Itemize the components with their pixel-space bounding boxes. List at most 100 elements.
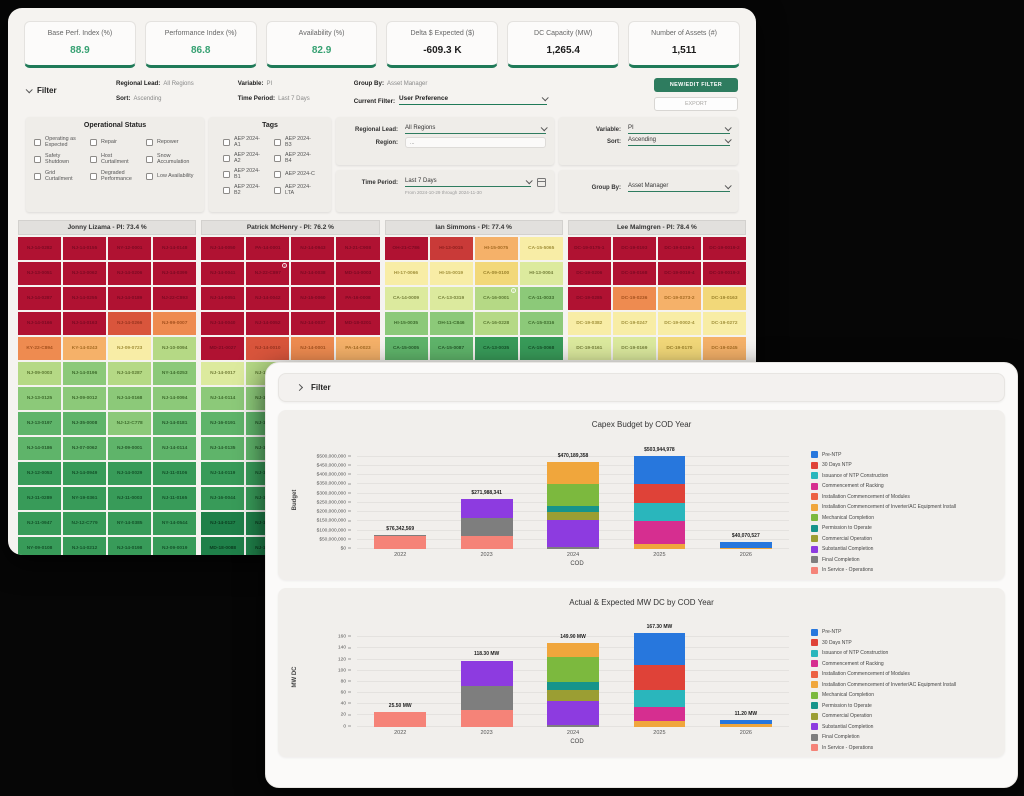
legend-item[interactable]: Mechanical Completion <box>811 691 995 699</box>
asset-cell[interactable]: NJ-09-0723 <box>108 337 152 360</box>
asset-cell[interactable]: NJ-14-0206 <box>108 262 152 285</box>
legend-item[interactable]: Issuance of NTP Construction <box>811 649 995 657</box>
legend-item[interactable]: Pre-NTP <box>811 451 995 458</box>
checkbox-icon[interactable] <box>146 138 153 146</box>
asset-cell[interactable]: NJ-22-C897 i <box>246 262 290 285</box>
checkbox-icon[interactable] <box>90 138 97 146</box>
asset-cell[interactable]: PA-14-0023 <box>336 337 380 360</box>
asset-cell[interactable]: NJ-14-0287 <box>18 287 62 310</box>
asset-cell[interactable]: PA-14-0001 <box>246 237 290 260</box>
tag-checkbox-option[interactable]: AEP 2024-A1 <box>223 136 266 148</box>
asset-cell[interactable]: NJ-14-0119 <box>201 462 245 485</box>
tag-checkbox-option[interactable]: AEP 2024-B1 <box>223 168 266 180</box>
tag-checkbox-option[interactable]: AEP 2024-B4 <box>274 152 317 164</box>
asset-cell[interactable]: NY-14-0253 <box>153 362 197 385</box>
checkbox-icon[interactable] <box>274 154 281 162</box>
asset-cell[interactable]: HI-15-0035 <box>384 312 428 335</box>
tag-checkbox-option[interactable]: AEP 2024-C <box>274 168 317 180</box>
asset-cell[interactable]: NJ-21-C908 <box>336 237 380 260</box>
asset-cell[interactable]: NJ-14-0127 <box>201 512 245 535</box>
asset-cell[interactable]: NJ-12-0053 <box>18 462 62 485</box>
asset-cell[interactable]: OH-21-C786 <box>384 237 428 260</box>
asset-cell[interactable]: PA-16-0008 <box>336 287 380 310</box>
asset-cell[interactable]: NJ-14-0168 <box>108 387 152 410</box>
asset-cell[interactable]: DC-19-0119-1 <box>657 237 701 260</box>
checkbox-icon[interactable] <box>223 154 230 162</box>
checkbox-icon[interactable] <box>274 170 281 178</box>
asset-cell[interactable]: NJ-14-0186 <box>18 437 62 460</box>
checkbox-icon[interactable] <box>223 138 230 146</box>
asset-cell[interactable]: NJ-14-0037 <box>291 312 335 335</box>
asset-cell[interactable]: NY-09-0108 <box>18 537 62 555</box>
legend-item[interactable]: Permission to Operate <box>811 524 995 532</box>
legend-item[interactable]: 30 Days NTP <box>811 639 995 646</box>
asset-cell[interactable]: MD-18-0088 <box>201 537 245 555</box>
stacked-bar-2022[interactable] <box>374 534 427 549</box>
asset-cell[interactable]: KY-22-C894 <box>18 337 62 360</box>
asset-cell[interactable]: NJ-11-0947 <box>18 512 62 535</box>
asset-cell[interactable]: CA-15-0005 <box>384 337 428 360</box>
asset-cell[interactable]: NY-12-0001 <box>108 237 152 260</box>
asset-cell[interactable]: DC-19-0169 <box>612 337 656 360</box>
asset-cell[interactable]: KY-14-0243 <box>63 337 107 360</box>
asset-cell[interactable]: NJ-13-0197 <box>18 412 62 435</box>
asset-cell[interactable]: NJ-14-0266 <box>108 312 152 335</box>
stacked-bar-2026[interactable] <box>719 541 772 549</box>
asset-cell[interactable]: DC-19-0019-4 <box>657 262 701 285</box>
asset-cell[interactable]: NJ-14-0198 <box>108 537 152 555</box>
region-input[interactable] <box>405 137 546 148</box>
asset-cell[interactable]: NJ-14-0010 <box>246 337 290 360</box>
asset-cell[interactable]: NJ-14-0001 <box>291 337 335 360</box>
asset-cell[interactable]: NJ-11-0165 <box>153 487 197 510</box>
asset-cell[interactable]: CA-09-0100 <box>474 262 518 285</box>
asset-cell[interactable]: HI-17-0066 <box>384 262 428 285</box>
legend-item[interactable]: Installation Commencement of Inverter/AC… <box>811 681 995 688</box>
asset-cell[interactable]: NJ-14-0943 <box>291 237 335 260</box>
asset-cell[interactable]: CA-13-0319 <box>429 287 473 310</box>
legend-item[interactable]: Commercial Operation <box>811 535 995 542</box>
asset-cell[interactable]: CA-15-0068 <box>519 337 563 360</box>
stacked-bar-2024[interactable] <box>547 642 599 727</box>
asset-cell[interactable]: NJ-11-0106 <box>153 462 197 485</box>
legend-item[interactable]: Installation Commencement of Modules <box>811 670 995 678</box>
asset-cell[interactable]: NJ-14-0189 <box>108 287 152 310</box>
checkbox-icon[interactable] <box>90 172 97 180</box>
asset-cell[interactable]: CA-11-0033 <box>519 287 563 310</box>
asset-cell[interactable]: NJ-12-C779 <box>63 512 107 535</box>
asset-cell[interactable]: CA-16-0228 <box>474 312 518 335</box>
tag-checkbox-option[interactable]: AEP 2024-B3 <box>274 136 317 148</box>
asset-cell[interactable]: CA-15-0316 <box>519 312 563 335</box>
stacked-bar-2026[interactable] <box>719 720 772 727</box>
export-button[interactable]: EXPORT <box>654 97 738 111</box>
asset-cell[interactable]: NJ-14-0094 <box>153 387 197 410</box>
checkbox-icon[interactable] <box>146 155 153 163</box>
checkbox-icon[interactable] <box>146 172 153 180</box>
asset-cell[interactable]: NJ-09-0003 <box>18 362 62 385</box>
checkbox-icon[interactable] <box>274 186 281 194</box>
asset-cell[interactable]: CA-16-0001 i <box>474 287 518 310</box>
asset-cell[interactable]: HI-15-0019 <box>429 262 473 285</box>
asset-cell[interactable]: NJ-16-0044 <box>201 487 245 510</box>
current-filter-select[interactable]: User Preference <box>399 94 549 105</box>
status-checkbox-option[interactable]: Grid Curtailment <box>34 170 84 182</box>
asset-cell[interactable]: DC-19-0273-2 <box>657 287 701 310</box>
asset-cell[interactable]: NY-14-0385 <box>108 512 152 535</box>
status-checkbox-option[interactable]: Repower <box>146 136 196 148</box>
asset-cell[interactable]: NJ-11-0289 <box>18 487 62 510</box>
asset-cell[interactable]: MD-21-0027 <box>201 337 245 360</box>
asset-cell[interactable]: DC-19-0161 <box>567 337 611 360</box>
asset-cell[interactable]: DC-19-0002-4 <box>657 312 701 335</box>
asset-cell[interactable]: DC-19-0170 <box>657 337 701 360</box>
asset-cell[interactable]: NJ-13-0125 <box>18 387 62 410</box>
status-checkbox-option[interactable]: Degraded Performance <box>90 170 140 182</box>
asset-cell[interactable]: DC-19-0019-2 <box>702 237 746 260</box>
asset-cell[interactable]: OH-11-C846 <box>429 312 473 335</box>
status-checkbox-option[interactable]: Safety Shutdown <box>34 153 84 165</box>
asset-cell[interactable]: NJ-14-0114 <box>153 437 197 460</box>
asset-cell[interactable]: NJ-14-0196 <box>63 362 107 385</box>
asset-cell[interactable]: NJ-14-0166 <box>18 312 62 335</box>
asset-cell[interactable]: DC-19-0168 <box>612 262 656 285</box>
regional-lead-select[interactable]: All Regions <box>405 123 548 134</box>
asset-cell[interactable]: NJ-22-C893 <box>153 287 197 310</box>
asset-cell[interactable]: NJ-14-0050 <box>201 237 245 260</box>
